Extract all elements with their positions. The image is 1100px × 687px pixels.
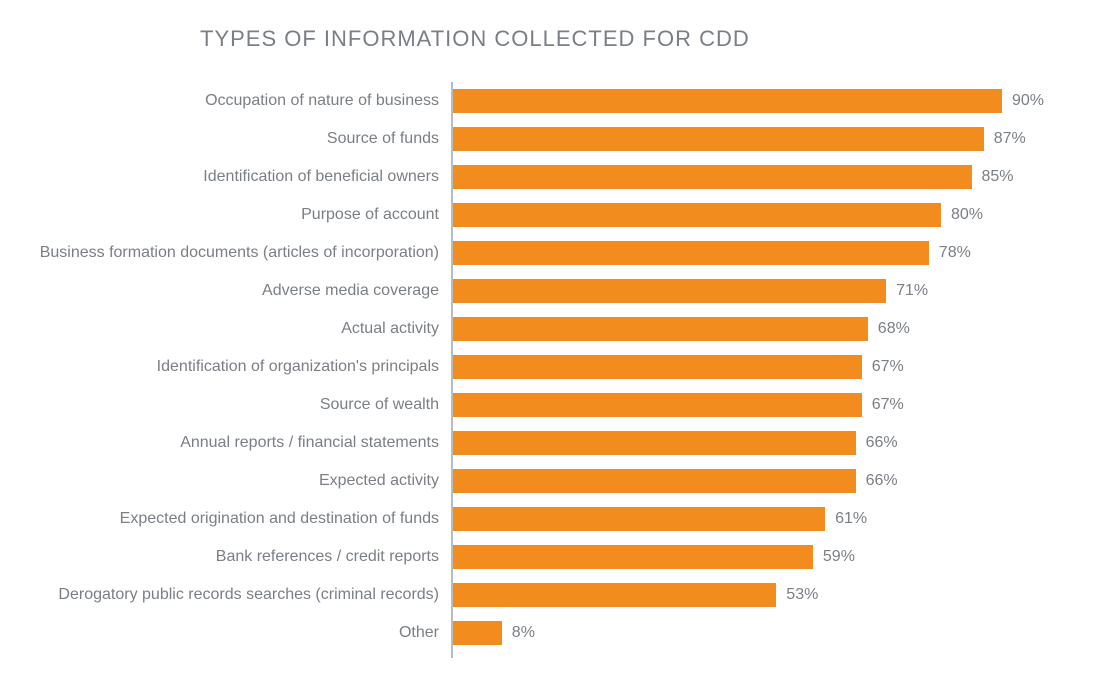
value-label: 67% [872, 396, 904, 414]
value-label: 87% [994, 130, 1026, 148]
bar-row: Other 8% [0, 614, 1100, 652]
category-label: Derogatory public records searches (crim… [58, 586, 439, 604]
bar [453, 393, 862, 417]
value-label: 90% [1012, 92, 1044, 110]
bar-row: Source of wealth 67% [0, 386, 1100, 424]
bar [453, 127, 984, 151]
bar [453, 431, 856, 455]
category-label: Source of funds [327, 130, 439, 148]
bar-row: Identification of beneficial owners 85% [0, 158, 1100, 196]
chart-title: TYPES OF INFORMATION COLLECTED FOR CDD [200, 26, 750, 52]
category-label: Adverse media coverage [262, 282, 439, 300]
bar [453, 583, 776, 607]
bar [453, 355, 862, 379]
bar [453, 469, 856, 493]
bar-row: Expected origination and destination of … [0, 500, 1100, 538]
plot-area: Occupation of nature of business 90% Sourc… [0, 82, 1100, 652]
cdd-chart: TYPES OF INFORMATION COLLECTED FOR CDD O… [0, 0, 1100, 687]
value-label: 66% [866, 434, 898, 452]
category-label: Purpose of account [301, 206, 439, 224]
value-label: 71% [896, 282, 928, 300]
value-label: 68% [878, 320, 910, 338]
bar-row: Source of funds 87% [0, 120, 1100, 158]
category-label: Business formation documents (articles o… [40, 244, 439, 262]
bar [453, 165, 972, 189]
bar-row: Business formation documents (articles o… [0, 234, 1100, 272]
value-label: 67% [872, 358, 904, 376]
bar [453, 545, 813, 569]
category-label: Expected origination and destination of … [120, 510, 439, 528]
value-label: 53% [786, 586, 818, 604]
category-label: Identification of beneficial owners [203, 168, 439, 186]
bar-row: Expected activity 66% [0, 462, 1100, 500]
value-label: 59% [823, 548, 855, 566]
bar-row: Identification of organization's princip… [0, 348, 1100, 386]
bar-row: Annual reports / financial statements 66% [0, 424, 1100, 462]
bar [453, 89, 1002, 113]
category-label: Source of wealth [320, 396, 439, 414]
bar [453, 317, 868, 341]
bar [453, 279, 886, 303]
bar-row: Derogatory public records searches (crim… [0, 576, 1100, 614]
value-label: 85% [982, 168, 1014, 186]
value-label: 80% [951, 206, 983, 224]
value-label: 8% [512, 624, 535, 642]
category-label: Annual reports / financial statements [180, 434, 439, 452]
category-label: Actual activity [341, 320, 439, 338]
bar-row: Bank references / credit reports 59% [0, 538, 1100, 576]
category-label: Bank references / credit reports [216, 548, 439, 566]
axis-tick [451, 652, 453, 658]
bar-row: Actual activity 68% [0, 310, 1100, 348]
value-label: 78% [939, 244, 971, 262]
bar-row: Adverse media coverage 71% [0, 272, 1100, 310]
value-label: 61% [835, 510, 867, 528]
value-label: 66% [866, 472, 898, 490]
category-label: Other [399, 624, 439, 642]
bar [453, 507, 825, 531]
bar [453, 241, 929, 265]
bar-row: Purpose of account 80% [0, 196, 1100, 234]
category-label: Expected activity [319, 472, 439, 490]
category-label: Identification of organization's princip… [157, 358, 439, 376]
bar-row: Occupation of nature of business 90% [0, 82, 1100, 120]
bar [453, 621, 502, 645]
bar [453, 203, 941, 227]
category-label: Occupation of nature of business [205, 92, 439, 110]
